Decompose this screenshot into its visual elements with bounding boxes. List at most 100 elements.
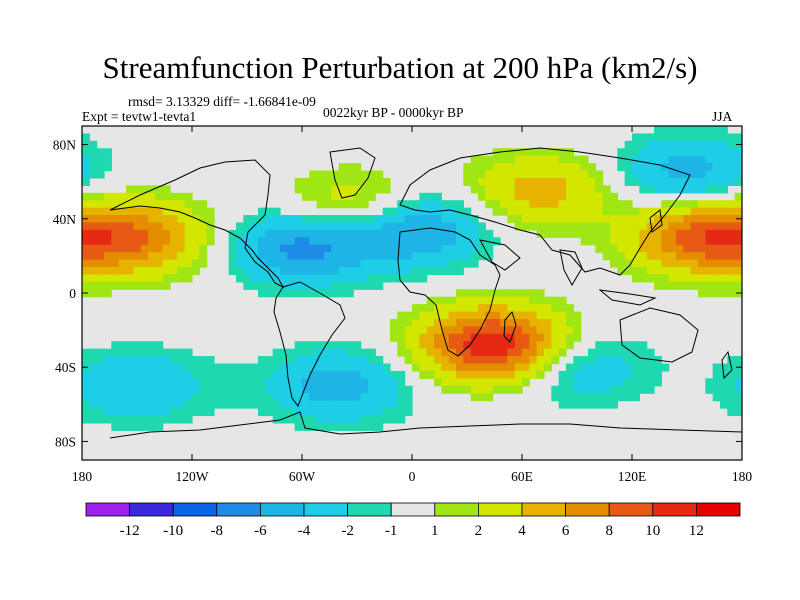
field-cell <box>632 363 640 372</box>
field-cell <box>514 155 523 164</box>
field-cell <box>104 274 112 283</box>
field-cell <box>272 378 281 387</box>
field-cell <box>646 252 655 261</box>
field-cell <box>162 207 171 216</box>
field-cell <box>287 356 296 365</box>
field-cell <box>184 370 193 379</box>
field-cell <box>698 185 706 194</box>
x-tick-label: 0 <box>409 469 416 484</box>
field-cell <box>580 370 589 379</box>
field-cell <box>580 385 589 394</box>
field-cell <box>734 222 742 231</box>
field-cell <box>492 333 501 342</box>
field-cell <box>426 348 435 357</box>
field-cell <box>698 207 706 216</box>
field-cell <box>566 200 574 209</box>
field-cell <box>580 400 589 409</box>
field-cell <box>96 348 105 357</box>
field-cell <box>448 378 457 387</box>
field-cell <box>148 237 156 246</box>
field-cell <box>104 259 112 268</box>
field-cell <box>206 229 215 238</box>
season-label: JJA <box>712 109 733 124</box>
field-cell <box>705 148 714 157</box>
field-cell <box>82 274 90 283</box>
field-cell <box>580 177 589 186</box>
field-cell <box>705 237 714 246</box>
field-cell <box>434 333 442 342</box>
field-cell <box>639 185 648 194</box>
field-cell <box>478 289 486 298</box>
field-cell <box>111 267 120 276</box>
field-cell <box>368 215 376 224</box>
field-cell <box>338 356 347 365</box>
field-cell <box>734 200 742 209</box>
field-cell <box>243 267 252 276</box>
field-cell <box>397 415 406 424</box>
field-cell <box>89 252 98 261</box>
field-cell <box>514 192 523 201</box>
colorbar-label: -10 <box>163 523 183 539</box>
field-cell <box>397 408 406 417</box>
field-cell <box>177 400 186 409</box>
field-cell <box>610 341 618 350</box>
field-cell <box>126 229 134 238</box>
field-cell <box>522 378 530 387</box>
field-cell <box>104 408 112 417</box>
field-cell <box>470 222 479 231</box>
field-cell <box>434 311 442 320</box>
field-cell <box>507 192 516 201</box>
field-cell <box>463 348 472 357</box>
field-cell <box>690 274 699 283</box>
field-cell <box>404 356 413 365</box>
field-cell <box>192 252 200 261</box>
field-cell <box>148 229 156 238</box>
field-cell <box>478 192 486 201</box>
field-cell <box>250 370 259 379</box>
field-cell <box>485 200 494 209</box>
field-cell <box>720 207 728 216</box>
field-cell <box>551 207 560 216</box>
field-cell <box>126 252 134 261</box>
field-cell <box>478 296 486 305</box>
field-cell <box>162 274 171 283</box>
field-cell <box>184 244 193 253</box>
field-cell <box>661 200 670 209</box>
field-cell <box>544 192 552 201</box>
field-cell <box>294 274 303 283</box>
field-cell <box>390 207 398 216</box>
field-cell <box>720 148 728 157</box>
field-cell <box>192 244 200 253</box>
field-cell <box>104 155 112 164</box>
field-cell <box>287 385 296 394</box>
field-cell <box>133 244 142 253</box>
field-cell <box>353 400 362 409</box>
field-cell <box>632 155 640 164</box>
field-cell <box>617 363 626 372</box>
field-cell <box>140 422 149 431</box>
field-cell <box>155 215 164 224</box>
field-cell <box>338 244 347 253</box>
field-cell <box>720 252 728 261</box>
field-cell <box>375 400 384 409</box>
field-cell <box>470 185 479 194</box>
field-cell <box>705 229 714 238</box>
field-cell <box>309 229 318 238</box>
field-cell <box>632 370 640 379</box>
field-cell <box>338 289 347 298</box>
field-cell <box>368 259 376 268</box>
field-cell <box>331 341 340 350</box>
field-cell <box>588 163 596 172</box>
field-cell <box>294 385 303 394</box>
field-cell <box>272 415 281 424</box>
field-cell <box>514 333 523 342</box>
field-cell <box>595 200 604 209</box>
field-cell <box>639 237 648 246</box>
field-cell <box>324 177 332 186</box>
field-cell <box>199 378 208 387</box>
field-cell <box>610 252 618 261</box>
field-cell <box>734 133 742 142</box>
field-cell <box>485 155 494 164</box>
field-cell <box>184 267 193 276</box>
field-cell <box>206 237 215 246</box>
